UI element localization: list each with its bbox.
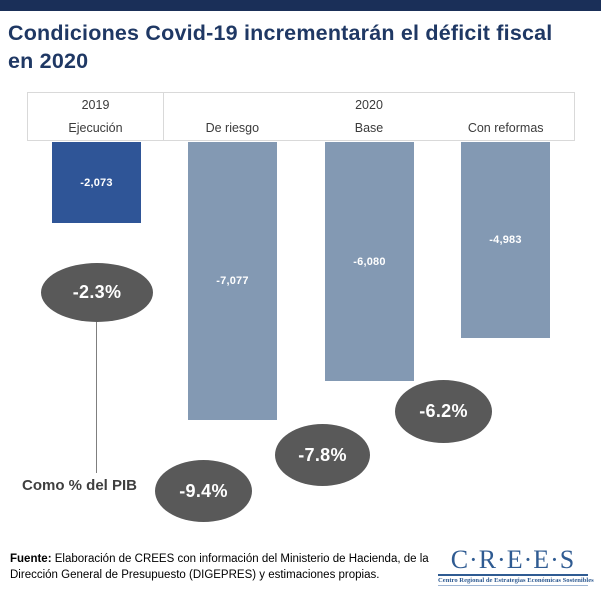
crees-logo: C·R·E·E·S Centro Regional de Estrategias… [438,545,594,587]
bar-ejecucion-2019: -2,073 [52,142,141,223]
bar-value-label: -7,077 [216,275,249,287]
column-header-con-reformas: Con reformas [467,121,544,136]
pib-callout-line [96,322,97,473]
header-scenario-row: De riesgo Base Con reformas [164,117,574,141]
column-header-de-riesgo: De riesgo [205,121,260,136]
header-column-2019: 2019 Ejecución [28,93,164,140]
pct-bubble-de-riesgo: -9.4% [155,460,252,522]
header-column-2020-group: 2020 De riesgo Base Con reformas [164,93,574,140]
bar-value-label: -2,073 [80,176,113,189]
crees-logo-underline [438,585,588,587]
pct-of-gdp-note: Como % del PIB [22,477,138,494]
bar-value-label: -4,983 [489,234,522,246]
source-text: Elaboración de CREES con información del… [10,553,429,581]
pct-bubble-con-reformas: -6.2% [395,380,492,443]
column-header-ejecucion: Ejecución [68,121,123,136]
column-header-table: 2019 Ejecución 2020 De riesgo Base Con r… [27,92,575,141]
column-header-base: Base [354,121,384,136]
group-header-2019: 2019 [81,97,110,112]
bar-value-label: -6,080 [353,255,386,268]
source-label: Fuente: [10,553,52,565]
crees-logo-wordmark: C·R·E·E·S [450,545,576,574]
crees-logo-tagline: Centro Regional de Estrategias Económica… [438,577,594,585]
crees-logo-divider [438,574,588,577]
chart-title: Condiciones Covid-19 incrementarán el dé… [8,21,553,73]
bar-base-2020: -6,080 [325,142,414,381]
pct-bubble-base: -7.8% [275,424,370,486]
bar-con-reformas-2020: -4,983 [461,142,550,338]
bar-de-riesgo-2020: -7,077 [188,142,277,420]
top-accent-bar [0,0,601,11]
group-header-2020: 2020 [355,97,383,112]
source-note: Fuente: Elaboración de CREES con informa… [10,552,435,584]
pct-bubble-ejecucion: -2.3% [41,263,153,322]
